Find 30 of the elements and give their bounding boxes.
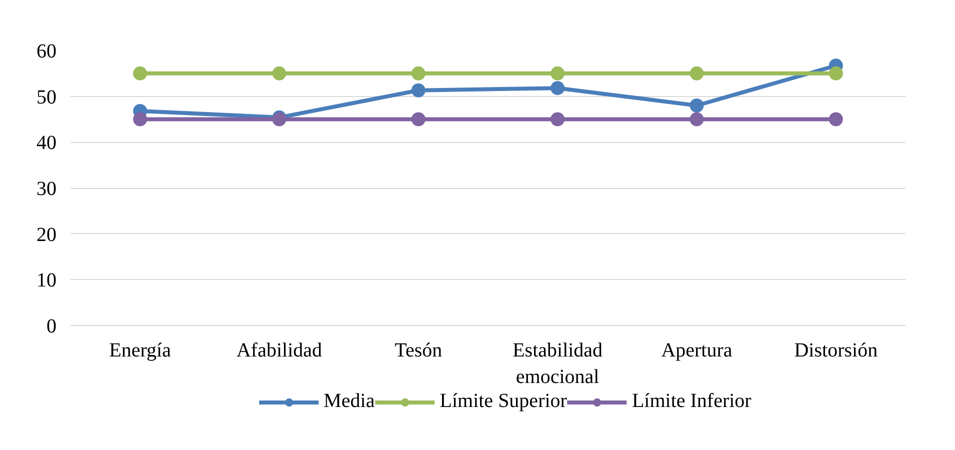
point	[690, 112, 704, 126]
point	[828, 66, 843, 80]
point	[411, 112, 426, 126]
y-tick-label: 50	[36, 86, 56, 108]
point	[272, 66, 286, 80]
point	[411, 66, 426, 80]
point	[828, 112, 843, 126]
x-tick-label: Energía	[109, 340, 172, 362]
y-tick-label: 60	[36, 40, 56, 62]
y-tick-label: 0	[46, 316, 56, 338]
point	[550, 112, 565, 126]
x-tick-label: Tesón	[394, 340, 442, 362]
x-tick-label: Distorsión	[794, 340, 878, 362]
legend-label: Media	[324, 390, 375, 413]
legend-label: Límite Inferior	[632, 390, 752, 413]
y-tick-label: 10	[36, 270, 56, 292]
point	[550, 66, 565, 80]
point	[550, 81, 565, 96]
x-tick-label: Estabilidad emocional	[512, 340, 603, 388]
y-tick-label: 40	[36, 132, 56, 154]
point	[690, 98, 704, 112]
point	[411, 83, 426, 98]
y-tick-label: 20	[36, 224, 56, 246]
point	[690, 66, 704, 80]
legend-label: Límite Superior	[440, 390, 567, 413]
point	[133, 66, 148, 80]
x-tick-label: Apertura	[661, 340, 732, 362]
point	[133, 112, 148, 126]
y-tick-label: 30	[36, 178, 56, 200]
x-tick-label: Afabilidad	[236, 340, 322, 362]
